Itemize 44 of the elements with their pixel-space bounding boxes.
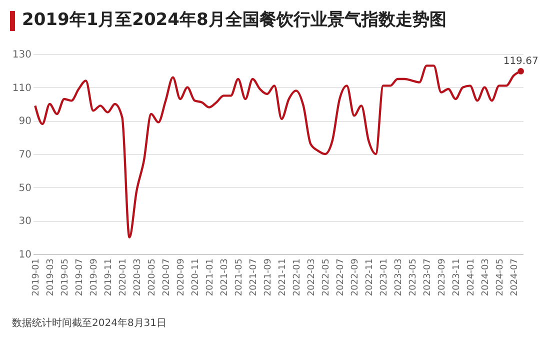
x-tick-label: 2022-05 [322, 258, 332, 296]
x-tick-label: 2021-01 [206, 258, 216, 296]
x-tick-label: 2019-11 [104, 258, 114, 296]
x-tick-label: 2022-09 [350, 258, 361, 296]
x-tick-label: 2021-09 [264, 258, 274, 296]
x-tick-label: 2024-07 [510, 258, 520, 296]
y-tick-label: 10 [18, 250, 32, 260]
text: 数据统计时间截至2024年8月31日 [12, 316, 167, 330]
y-tick-label: 70 [18, 150, 32, 160]
x-tick-label: 2021-07 [249, 258, 260, 296]
x-tick-label: 2021-05 [234, 258, 245, 296]
x-tick-label: 2023-05 [408, 258, 419, 296]
x-tick-label: 2024-03 [481, 258, 492, 296]
x-tick-label: 2019-09 [90, 258, 100, 296]
x-tick-label: 2019-03 [46, 258, 56, 296]
x-tick-label: 2020-07 [162, 258, 172, 296]
x-tick-label: 2023-07 [423, 258, 434, 296]
x-tick-label: 2023-03 [394, 258, 404, 296]
x-tick-label: 2020-09 [176, 258, 187, 296]
x-tick-label: 2019-01 [32, 258, 42, 296]
x-tick-label: 2019-05 [60, 258, 71, 296]
x-tick-label: 2019-07 [75, 258, 86, 296]
x-tick-label: 2022-03 [307, 258, 318, 296]
x-tick-label: 2024-05 [496, 258, 506, 296]
x-tick-label: 2021-11 [278, 258, 288, 296]
y-tick-label: 130 [12, 50, 32, 60]
x-tick-label: 2023-01 [380, 258, 390, 296]
x-tick-label: 2021-03 [220, 258, 230, 296]
x-tick-label: 2020-05 [148, 258, 158, 296]
x-tick-label: 2020-11 [191, 258, 202, 296]
x-tick-label: 2020-01 [118, 258, 129, 296]
chart-title: 2019年1月至2024年8月全国餐饮行业景气指数走势图 [22, 9, 446, 31]
x-tick-label: 2022-07 [336, 258, 346, 296]
x-tick-label: 2023-09 [438, 258, 448, 296]
x-tick-label: 2024-01 [466, 258, 477, 296]
x-tick-label: 2020-03 [133, 258, 144, 296]
y-tick-label: 90 [18, 116, 32, 128]
y-tick-label: 110 [12, 82, 32, 94]
x-tick-label: 2022-01 [292, 258, 303, 296]
x-tick-label: 2022-11 [365, 258, 376, 296]
y-tick-label: 50 [18, 182, 32, 194]
data-label: 119.67 [503, 56, 538, 68]
y-tick-label: 30 [18, 216, 32, 228]
x-tick-label: 2023-11 [452, 258, 462, 296]
